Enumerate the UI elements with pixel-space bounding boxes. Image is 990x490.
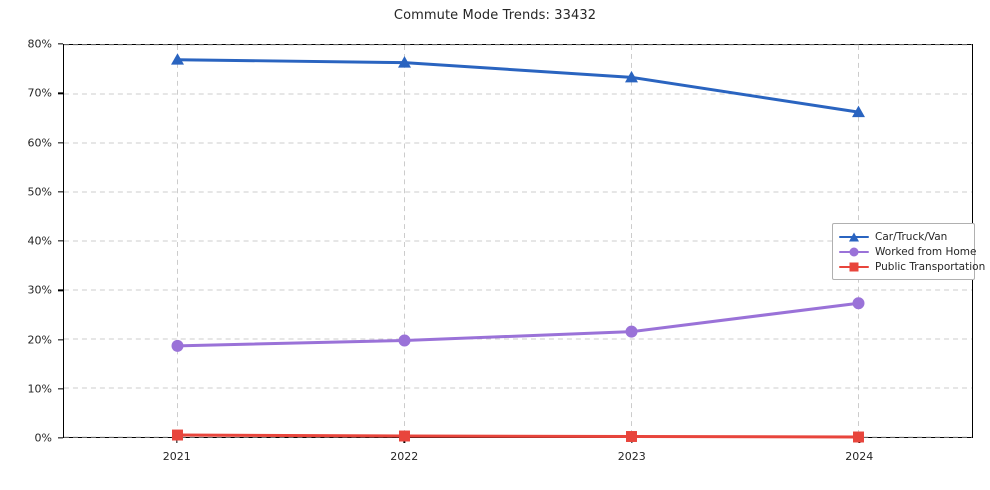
y-tick-label: 30% <box>27 283 52 297</box>
legend-label-car: Car/Truck/Van <box>875 230 948 243</box>
data-point-marker <box>171 53 184 65</box>
legend-item-car[interactable]: Car/Truck/Van <box>839 229 968 244</box>
chart-legend[interactable]: Car/Truck/Van Worked from Home Public Tr… <box>832 223 985 280</box>
series-line-2 <box>176 433 860 439</box>
plot-area <box>63 44 973 443</box>
data-point-marker <box>398 56 411 68</box>
legend-swatch-car <box>839 231 869 243</box>
y-tick-label: 40% <box>27 234 52 248</box>
legend-swatch-home <box>839 246 869 258</box>
circle-marker-icon <box>849 247 859 256</box>
data-point-marker <box>399 430 410 442</box>
x-tick-label: 2023 <box>617 450 646 463</box>
y-tick-label: 10% <box>27 382 52 396</box>
x-tick-label: 2021 <box>162 450 191 463</box>
x-tick-label: 2024 <box>845 450 874 463</box>
data-point-marker <box>626 431 637 442</box>
y-tick-label: 20% <box>27 333 52 346</box>
data-point-marker <box>398 334 411 347</box>
y-tick-label: 70% <box>27 86 52 100</box>
series-lines <box>171 53 865 443</box>
y-tick-label: 80% <box>27 37 52 51</box>
series-line-0 <box>176 58 860 114</box>
square-marker-icon <box>849 262 859 271</box>
legend-label-home: Worked from Home <box>875 245 977 258</box>
data-point-marker <box>852 105 865 118</box>
legend-label-transit: Public Transportation <box>875 260 986 273</box>
legend-item-transit[interactable]: Public Transportation <box>839 259 985 274</box>
data-point-marker <box>625 325 638 338</box>
y-tick-label: 60% <box>27 136 52 149</box>
series-line-1 <box>176 301 860 348</box>
data-point-marker <box>853 431 864 443</box>
y-tick-label: 0% <box>34 431 52 445</box>
data-point-marker <box>625 70 638 83</box>
data-point-marker <box>172 429 183 441</box>
data-point-marker <box>171 339 184 352</box>
data-point-marker <box>852 297 865 310</box>
y-tick-label: 50% <box>27 185 52 199</box>
legend-swatch-transit <box>839 261 869 273</box>
legend-item-home[interactable]: Worked from Home <box>839 244 976 259</box>
x-tick-label: 2022 <box>390 450 419 463</box>
triangle-marker-icon <box>849 232 859 241</box>
chart-title: Commute Mode Trends: 33432 <box>393 8 597 23</box>
